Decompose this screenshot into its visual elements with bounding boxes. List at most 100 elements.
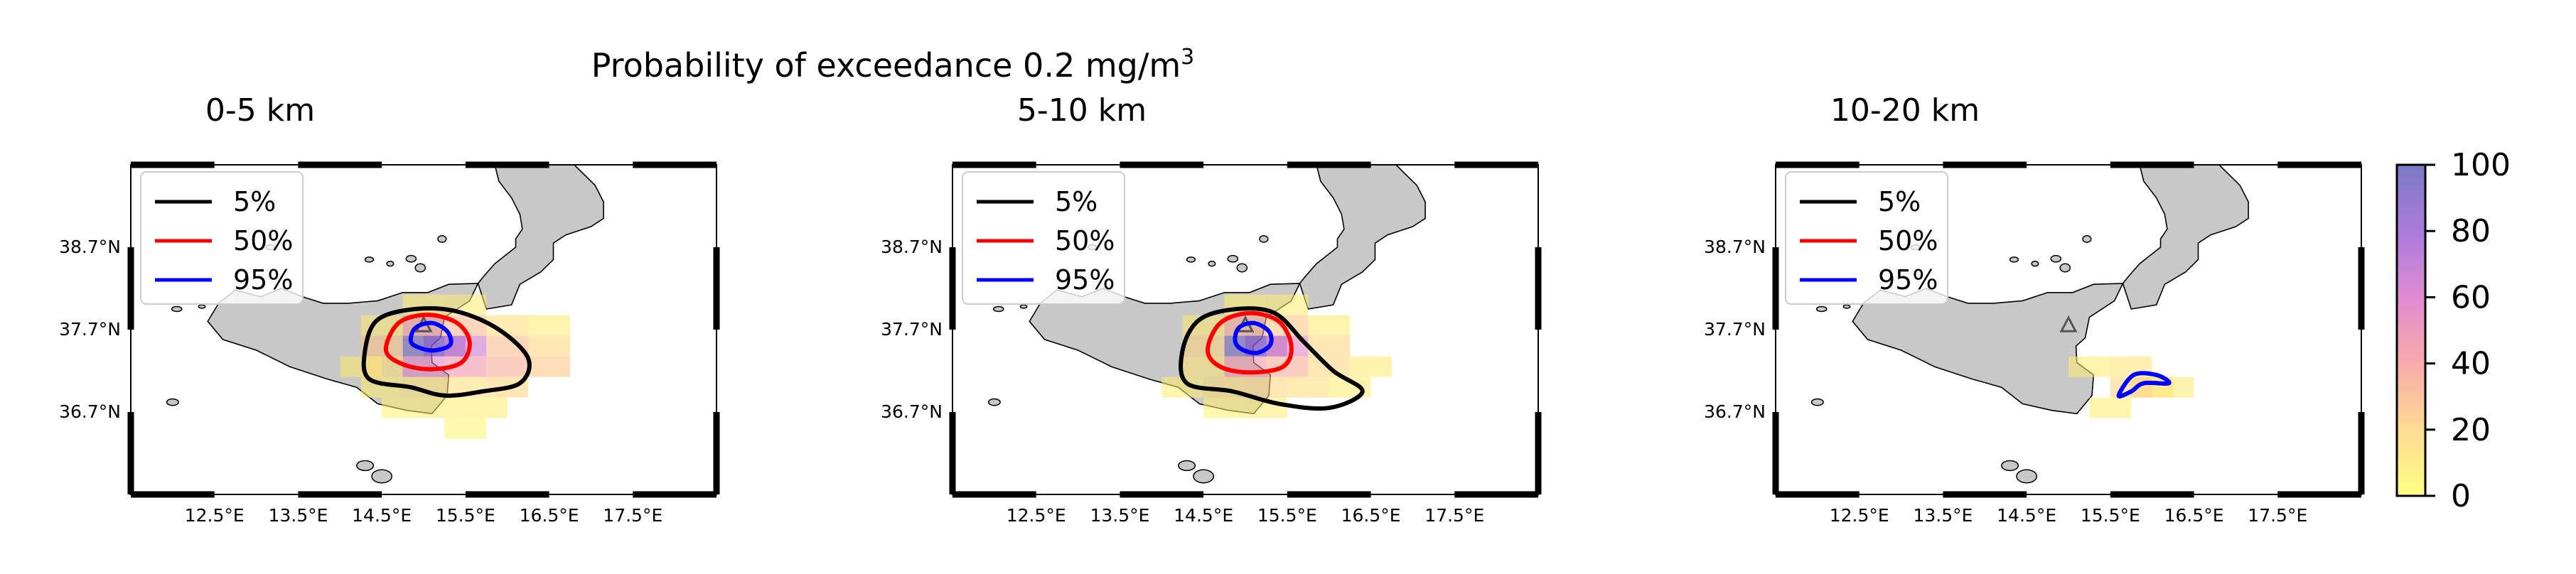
- island-shape: [356, 460, 375, 472]
- island-shape: [2001, 460, 2019, 472]
- island-shape: [198, 304, 206, 309]
- island-shape: [437, 235, 447, 243]
- legend-label: 50%: [233, 225, 293, 256]
- frame-segment: [713, 247, 720, 330]
- frame-segment: [713, 412, 720, 494]
- x-tick-label: 15.5°E: [436, 505, 495, 526]
- y-tick-label: 37.7°N: [59, 319, 121, 340]
- colorbar: 0 20 40 60 80 100: [2395, 147, 2511, 514]
- island-shape: [1236, 263, 1248, 273]
- map-panel: 5-10 km 12.5°E 13.5°E 14.5°E 15.5°E 16.5°E 17.…: [881, 92, 1542, 526]
- frame-segment: [2110, 161, 2194, 168]
- frame-segment: [298, 491, 382, 498]
- colorbar-tick-label: 40: [2451, 346, 2491, 382]
- legend-label: 95%: [1878, 264, 1938, 296]
- frame-segment: [2277, 491, 2361, 498]
- island-shape: [1019, 304, 1028, 309]
- legend-box: [140, 171, 304, 305]
- island-shape: [1208, 260, 1216, 267]
- legend-box: [962, 171, 1125, 305]
- frame-segment: [298, 161, 382, 168]
- frame-segment: [1943, 491, 2027, 498]
- frame-segment: [127, 412, 134, 494]
- island-shape: [992, 305, 1004, 313]
- y-tick-label: 37.7°N: [1704, 319, 1766, 340]
- calabria-land: [2122, 165, 2249, 310]
- x-tick-label: 12.5°E: [1830, 505, 1889, 526]
- legend-label: 5%: [1878, 186, 1921, 217]
- island-shape: [2016, 469, 2038, 484]
- contour-95-percent: [1233, 320, 1274, 355]
- island-shape: [364, 256, 375, 263]
- contour-50-percent: [1206, 310, 1294, 375]
- x-tick-label: 15.5°E: [1257, 505, 1317, 526]
- frame-segment: [1776, 491, 1859, 498]
- suptitle-text: Probability of exceedance 0.2 mg/m: [591, 46, 1181, 85]
- panels: 0-5 km 12.5°E 13.5°E 14.5°E 15.5°E 16.5°E 17.5…: [59, 92, 2365, 526]
- colorbar-tick-label: 60: [2451, 279, 2491, 315]
- island-shape: [2082, 235, 2092, 243]
- legend-label: 5%: [233, 186, 276, 217]
- frame-segment: [1535, 247, 1542, 330]
- island-shape: [1259, 235, 1269, 243]
- island-shape: [414, 263, 426, 273]
- probability-cell: [1203, 397, 1245, 418]
- island-shape: [1227, 254, 1239, 263]
- panel-title: 10-20 km: [1830, 92, 1980, 129]
- map-content: [166, 165, 604, 484]
- probability-cell: [465, 397, 508, 418]
- probability-cell: [382, 397, 424, 418]
- colorbar-tick-label: 20: [2451, 412, 2491, 448]
- island-shape: [2031, 260, 2039, 267]
- probability-cell: [2068, 356, 2110, 377]
- contour-95-percent: [2116, 371, 2172, 399]
- probability-cell: [1245, 377, 1287, 398]
- volcano-marker: [2059, 315, 2078, 332]
- y-tick-label: 38.7°N: [1704, 237, 1766, 257]
- x-tick-label: 14.5°E: [1997, 505, 2056, 526]
- contour-5-percent: [1179, 306, 1365, 411]
- x-tick-label: 14.5°E: [1174, 505, 1233, 526]
- probability-cell: [486, 356, 529, 377]
- frame-segment: [131, 161, 215, 168]
- map-panel: 0-5 km 12.5°E 13.5°E 14.5°E 15.5°E 16.5°E 17.5…: [59, 92, 720, 526]
- frame-segment: [1943, 161, 2027, 168]
- probability-cell: [1182, 335, 1225, 357]
- frame-segment: [1776, 161, 1859, 168]
- x-tick-label: 13.5°E: [268, 505, 328, 526]
- panel-title: 5-10 km: [1017, 92, 1147, 129]
- legend: 5% 50% 95%: [962, 171, 1125, 305]
- island-shape: [1193, 469, 1215, 484]
- frame-segment: [952, 161, 1036, 168]
- legend-box: [1785, 171, 1948, 305]
- frame-segment: [2358, 412, 2365, 494]
- contour-5-percent: [361, 305, 532, 398]
- probability-cell: [2110, 377, 2152, 398]
- island-shape: [171, 305, 183, 313]
- frame-segment: [2358, 247, 2365, 330]
- frame-segment: [952, 491, 1036, 498]
- legend-label: 5%: [1055, 186, 1098, 217]
- frame-segment: [2277, 161, 2361, 168]
- probability-cell: [528, 356, 570, 377]
- colorbar-tick-label: 0: [2451, 478, 2471, 514]
- calabria-land: [477, 165, 604, 310]
- probability-cell: [444, 418, 487, 439]
- frame-segment: [1287, 161, 1371, 168]
- y-tick-label: 36.7°N: [881, 401, 943, 422]
- probability-cell: [424, 397, 466, 418]
- y-tick-label: 36.7°N: [59, 401, 121, 422]
- frame-segment: [1772, 412, 1779, 494]
- x-tick-label: 16.5°E: [2164, 505, 2224, 526]
- island-shape: [371, 469, 393, 484]
- probability-cell: [402, 294, 445, 315]
- probability-cell: [1350, 356, 1392, 377]
- legend-label: 50%: [1055, 225, 1115, 256]
- y-tick-label: 36.7°N: [1704, 401, 1766, 422]
- x-tick-label: 13.5°E: [1090, 505, 1149, 526]
- island-shape: [987, 398, 1001, 406]
- x-tick-label: 17.5°E: [1424, 505, 1484, 526]
- frame-segment: [1120, 161, 1204, 168]
- x-tick-label: 13.5°E: [1913, 505, 1973, 526]
- frame-segment: [2110, 491, 2194, 498]
